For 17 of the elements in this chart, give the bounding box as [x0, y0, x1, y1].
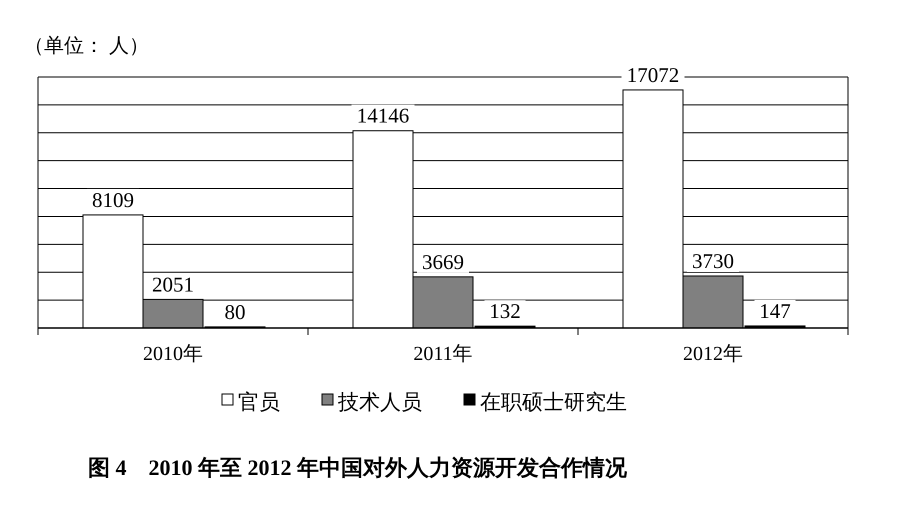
x-tick-label: 2012年	[683, 343, 743, 365]
data-label: 2051	[152, 272, 194, 296]
text: 图 4 2010 年至 2012 年中国对外人力资源开发合作情况	[88, 455, 628, 480]
x-tick-label: 2011年	[413, 343, 473, 365]
data-label: 8109	[92, 188, 134, 212]
legend-label: 在职硕士研究生	[480, 390, 627, 414]
legend-label: 技术人员	[337, 390, 422, 414]
data-label: 80	[224, 300, 246, 324]
y-axis-title: （单位： 人）	[24, 35, 149, 57]
data-label: 132	[489, 299, 521, 324]
x-tick-label: 2010年	[143, 343, 203, 365]
data-label: 17072	[626, 62, 680, 87]
data-label: 147	[759, 298, 791, 323]
data-label: 3669	[422, 250, 464, 274]
data-label: 14146	[356, 104, 410, 128]
legend-label: 官员	[238, 390, 280, 414]
data-label: 3730	[692, 248, 734, 273]
